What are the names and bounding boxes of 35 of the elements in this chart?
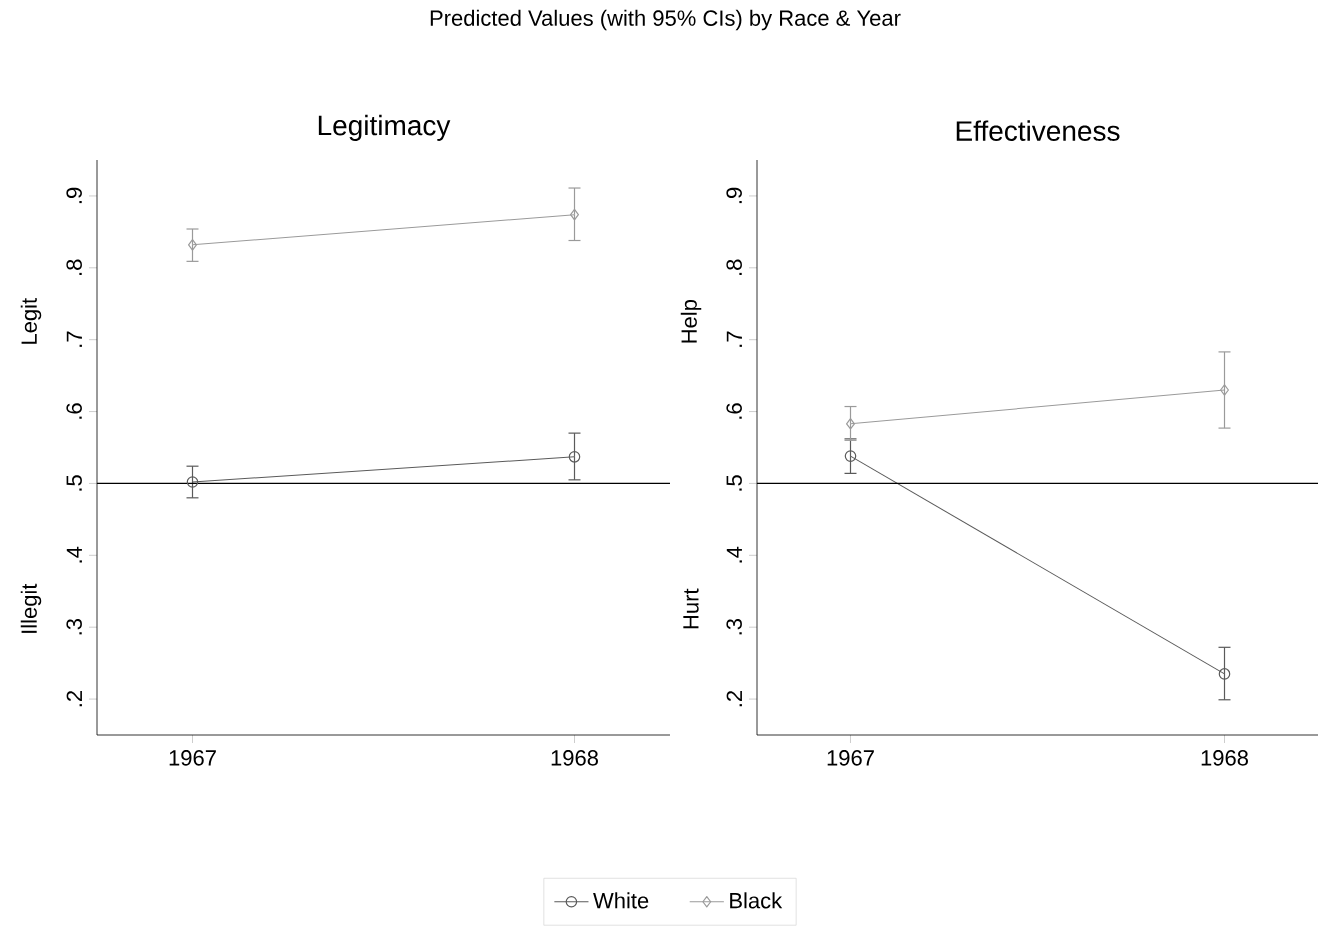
chart-subtitle: Legitimacy	[318, 114, 451, 141]
point	[568, 451, 581, 463]
point	[1220, 384, 1229, 396]
text: Illegit	[20, 583, 42, 633]
y-tick-label: .9	[726, 187, 742, 204]
legend-label: Black	[730, 892, 783, 909]
x-tick-label: 1968	[1201, 750, 1248, 766]
chart-title: Effectiveness	[956, 120, 1120, 141]
y-tick-label: .6	[726, 403, 742, 419]
y-tick-label: .5	[66, 475, 82, 491]
y-tick-label: .2	[66, 690, 82, 707]
y-tick-label: .3	[726, 618, 742, 635]
y-tick-label: .7	[726, 331, 742, 347]
chart-title: Predicted Values (with 95% CIs) by Race & Year	[430, 9, 901, 31]
y-tick-label: .4	[726, 546, 742, 563]
point	[188, 239, 197, 251]
point	[844, 450, 857, 462]
y-tick-label: .2	[726, 690, 742, 707]
y-axis-title: Help	[680, 300, 702, 343]
y-tick-label: .8	[726, 259, 742, 275]
legend-label: White	[593, 892, 649, 909]
y-tick-label: .5	[726, 475, 742, 491]
y-tick-label: .9	[66, 187, 82, 204]
point	[186, 476, 199, 488]
x-tick-label: 1968	[551, 750, 598, 766]
y-tick-label: .3	[66, 618, 82, 635]
point	[1218, 668, 1231, 680]
y-tick-label: .8	[66, 259, 82, 275]
text: Hurt	[683, 588, 699, 629]
y-tick-label: .6	[66, 403, 82, 419]
y-axis-title: Legit	[20, 298, 42, 344]
x-tick-label: 1967	[169, 750, 216, 766]
y-tick-label: .4	[66, 546, 82, 563]
y-tick-label: .7	[66, 331, 82, 347]
x-tick-label: 1967	[827, 750, 874, 766]
